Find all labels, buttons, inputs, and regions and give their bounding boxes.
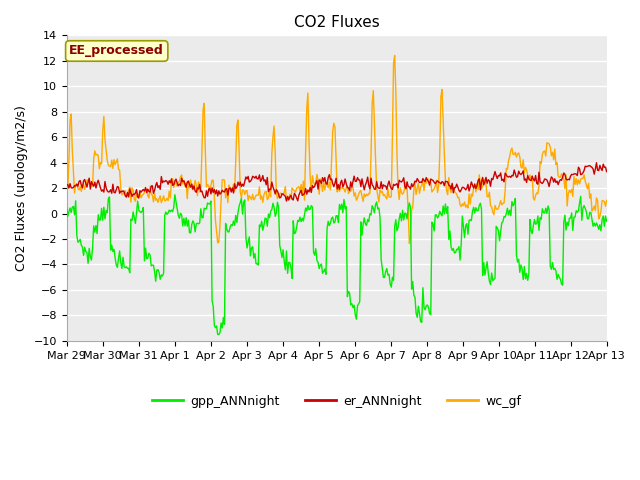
Title: CO2 Fluxes: CO2 Fluxes	[294, 15, 380, 30]
Y-axis label: CO2 Fluxes (urology/m2/s): CO2 Fluxes (urology/m2/s)	[15, 105, 28, 271]
Text: EE_processed: EE_processed	[69, 45, 164, 58]
Legend: gpp_ANNnight, er_ANNnight, wc_gf: gpp_ANNnight, er_ANNnight, wc_gf	[147, 390, 527, 413]
